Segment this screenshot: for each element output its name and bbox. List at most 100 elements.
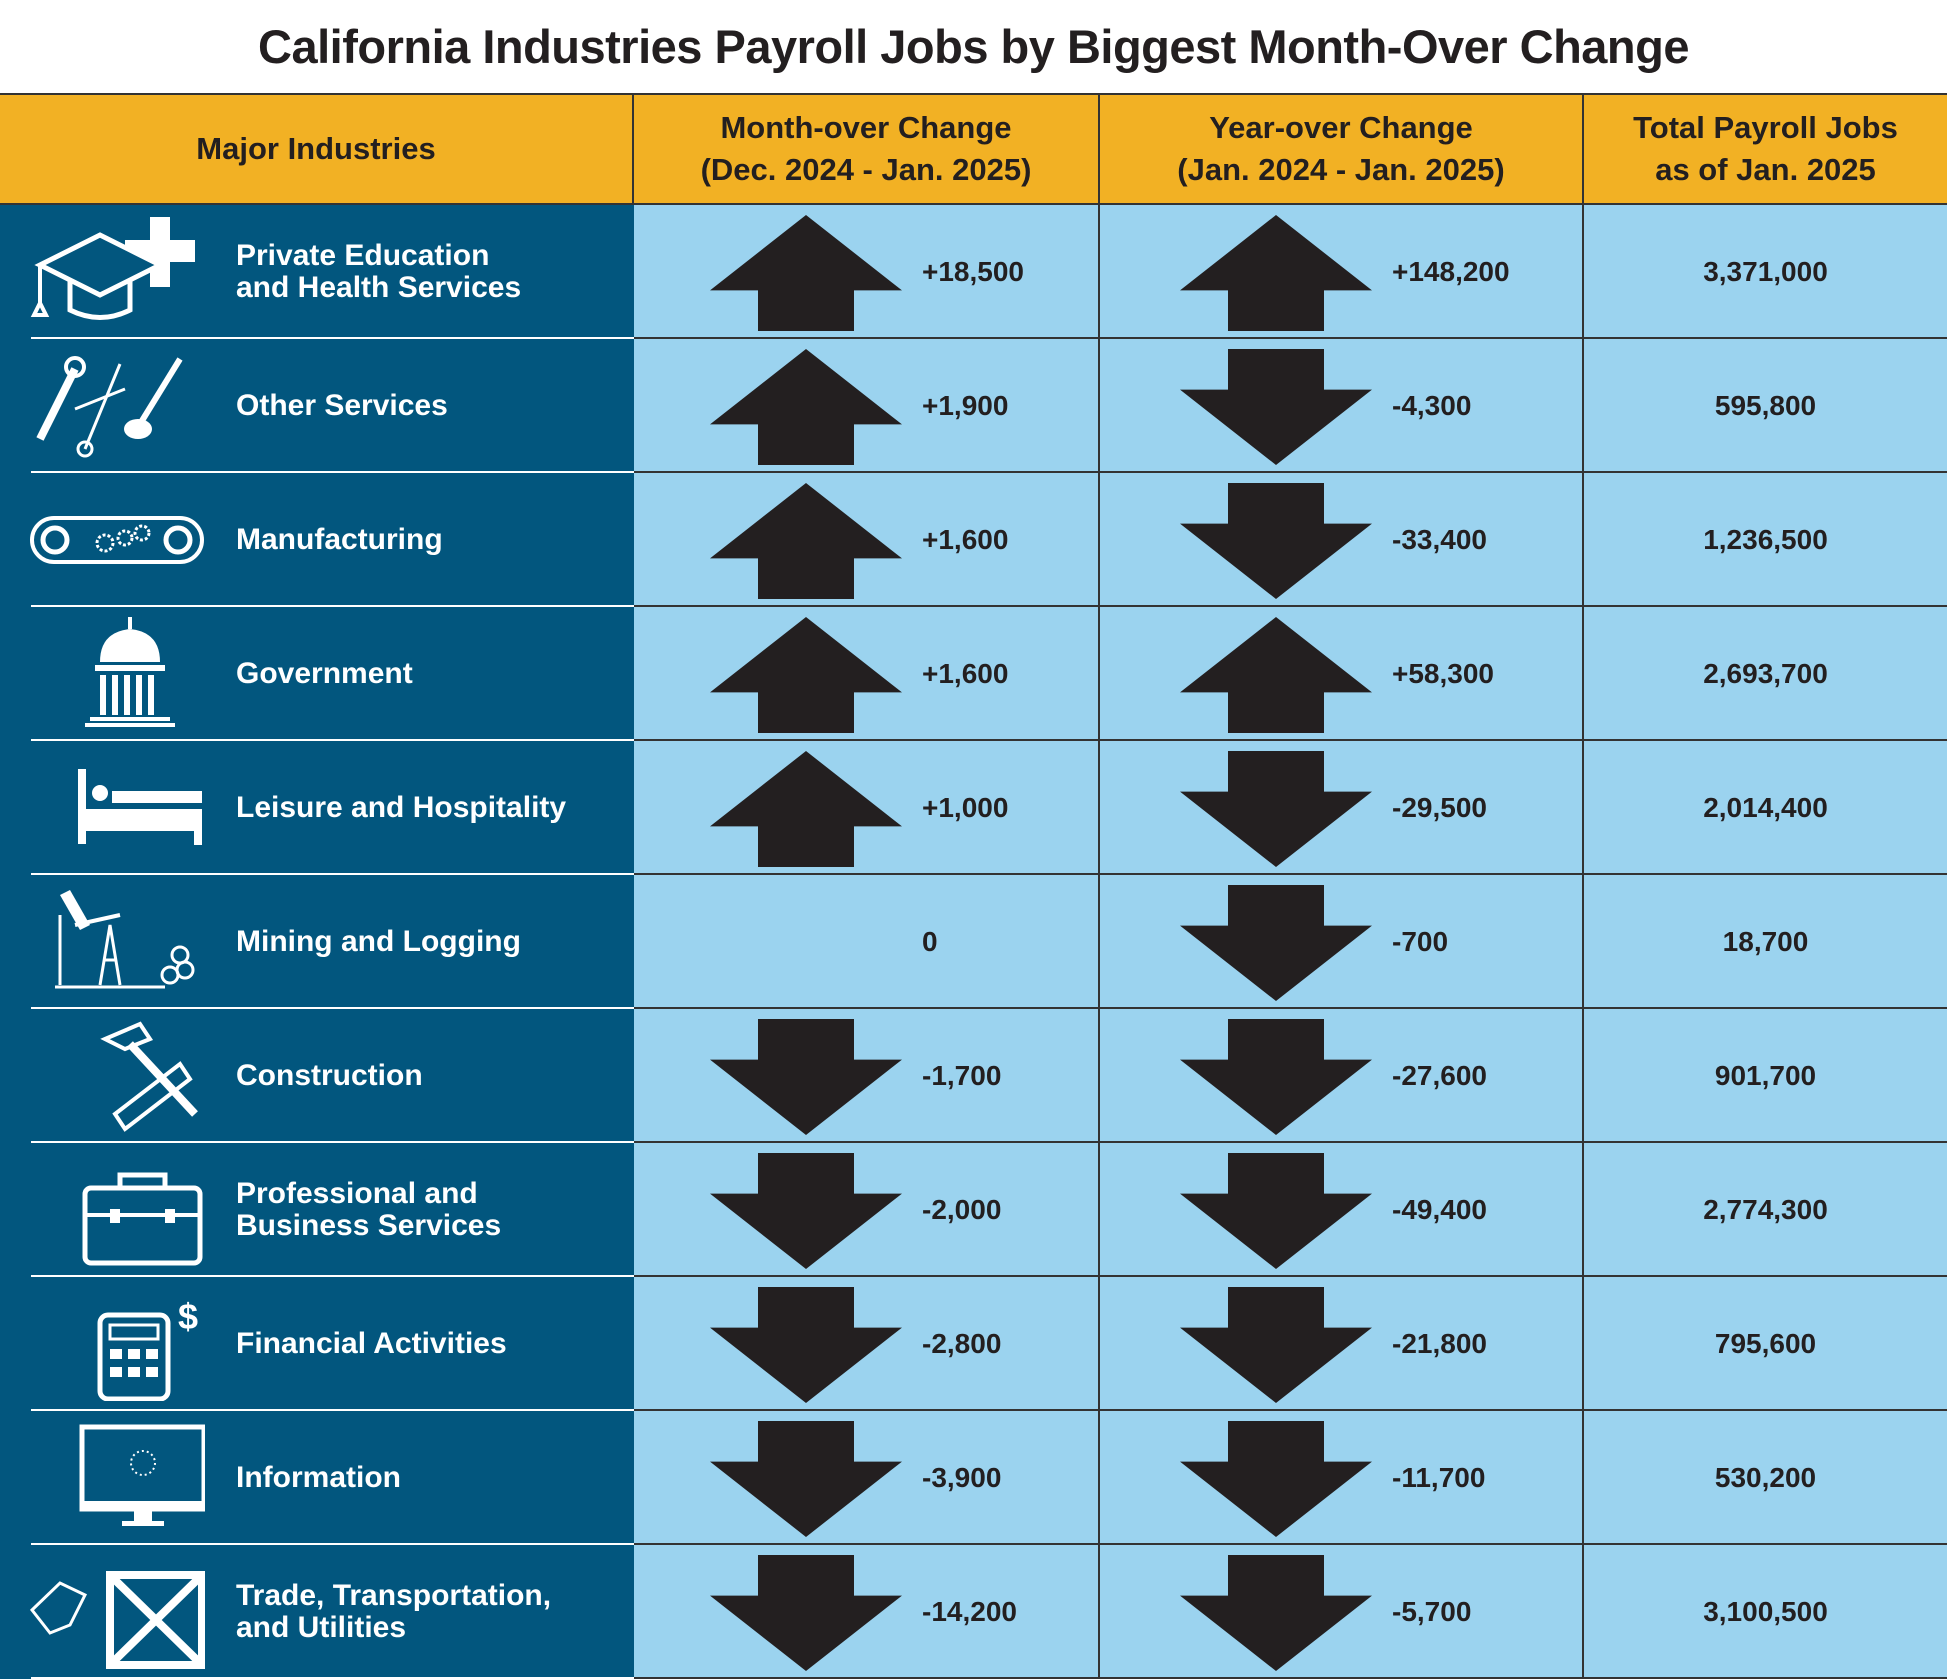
month-over-change-value: -2,000 — [922, 1194, 1002, 1225]
table-row: Private Education and Health Services +1… — [0, 205, 1947, 339]
total-payroll-jobs-value: 2,774,300 — [1703, 1194, 1828, 1225]
total-payroll-jobs-value: 2,693,700 — [1703, 658, 1828, 689]
industry-cell: $ Financial Activities — [0, 1277, 634, 1411]
month-over-change-value: +1,900 — [922, 390, 1009, 421]
year-over-change-value: -33,400 — [1392, 524, 1487, 555]
month-over-change-cell: -2,000 — [634, 1143, 1100, 1277]
row-divider — [31, 1275, 634, 1277]
year-over-change-value: -5,700 — [1392, 1596, 1472, 1627]
wrench-scissors-brush-icon — [36, 356, 183, 458]
month-over-change-value: -3,900 — [922, 1462, 1002, 1493]
year-over-change-value: -700 — [1392, 926, 1449, 957]
month-change-down-arrow-icon — [710, 1555, 902, 1671]
month-change-up-arrow-icon — [710, 483, 902, 599]
year-change-up-arrow-icon — [1180, 617, 1372, 733]
month-change-down-arrow-icon — [710, 1421, 902, 1537]
industry-cell: Manufacturing — [0, 473, 634, 607]
graduation-cap-medical-cross-icon — [30, 217, 195, 320]
toolbox-icon — [82, 1172, 203, 1266]
industry-cell: Information — [0, 1411, 634, 1545]
hammer-saw-icon — [100, 1021, 198, 1132]
table-row: Leisure and Hospitality +1,000 -29,500 2… — [0, 741, 1947, 875]
month-over-change-cell: -1,700 — [634, 1009, 1100, 1143]
oil-pump-logs-icon — [55, 890, 195, 989]
industry-name: Mining and Logging — [236, 925, 521, 958]
table-row: Government +1,600 +58,300 2,693,700 — [0, 607, 1947, 741]
svg-text:$: $ — [178, 1296, 198, 1337]
month-change-up-arrow-icon — [710, 751, 902, 867]
row-divider — [31, 873, 634, 875]
total-payroll-jobs-value: 901,700 — [1714, 1060, 1817, 1091]
table-row: $ Financial Activities -2,800 -21,800 79… — [0, 1277, 1947, 1411]
row-divider — [31, 1543, 634, 1545]
industry-cell: Government — [0, 607, 634, 741]
industry-name: Information — [236, 1461, 401, 1494]
table-row: Manufacturing +1,600 -33,400 1,236,500 — [0, 473, 1947, 607]
year-over-change-cell: -11,700 — [1100, 1411, 1584, 1545]
year-over-change-value: +148,200 — [1392, 256, 1510, 287]
year-over-change-cell: -33,400 — [1100, 473, 1584, 607]
month-over-change-cell: +1,600 — [634, 473, 1100, 607]
total-payroll-jobs-cell: 2,693,700 — [1584, 607, 1947, 741]
month-over-change-cell: +1,900 — [634, 339, 1100, 473]
row-divider — [31, 739, 634, 741]
year-over-change-cell: +148,200 — [1100, 205, 1584, 339]
month-over-change-value: 0 — [922, 926, 938, 957]
industry-name: Government — [236, 657, 413, 690]
year-change-down-arrow-icon — [1180, 349, 1372, 465]
month-change-up-arrow-icon — [710, 349, 902, 465]
monitor-icon — [79, 1424, 205, 1526]
total-payroll-jobs-value: 2,014,400 — [1703, 792, 1828, 823]
year-over-change-value: -49,400 — [1392, 1194, 1487, 1225]
month-over-change-value: +1,600 — [922, 658, 1009, 689]
row-divider — [31, 1141, 634, 1143]
month-change-down-arrow-icon — [710, 1287, 902, 1403]
table-row: Professional and Business Services -2,00… — [0, 1143, 1947, 1277]
year-change-down-arrow-icon — [1180, 1153, 1372, 1269]
table-row: Mining and Logging 0 -700 18,700 — [0, 875, 1947, 1009]
year-change-down-arrow-icon — [1180, 1287, 1372, 1403]
row-divider — [31, 1409, 634, 1411]
month-change-down-arrow-icon — [710, 1153, 902, 1269]
month-over-change-value: -1,700 — [922, 1060, 1002, 1091]
year-over-change-value: -11,700 — [1392, 1462, 1486, 1493]
row-divider — [31, 337, 634, 339]
year-change-down-arrow-icon — [1180, 483, 1372, 599]
industry-name: Other Services — [236, 389, 448, 422]
month-change-down-arrow-icon — [710, 1019, 902, 1135]
industry-name: Construction — [236, 1059, 423, 1092]
month-over-change-cell: -2,800 — [634, 1277, 1100, 1411]
month-change-up-arrow-icon — [710, 215, 902, 331]
header-major-industries: Major Industries — [0, 95, 634, 205]
industry-name: Manufacturing — [236, 523, 443, 556]
header-month-over-change: Month-over Change (Dec. 2024 - Jan. 2025… — [634, 95, 1100, 205]
total-payroll-jobs-cell: 3,371,000 — [1584, 205, 1947, 339]
month-over-change-value: -14,200 — [922, 1596, 1017, 1627]
total-payroll-jobs-cell: 530,200 — [1584, 1411, 1947, 1545]
month-over-change-cell: +1,600 — [634, 607, 1100, 741]
header-total-payroll-jobs: Total Payroll Jobs as of Jan. 2025 — [1584, 95, 1947, 205]
year-change-down-arrow-icon — [1180, 751, 1372, 867]
year-change-down-arrow-icon — [1180, 1555, 1372, 1671]
year-over-change-cell: -29,500 — [1100, 741, 1584, 875]
year-over-change-cell: +58,300 — [1100, 607, 1584, 741]
industry-name: Financial Activities — [236, 1327, 507, 1360]
table-row: Information -3,900 -11,700 530,200 — [0, 1411, 1947, 1545]
year-over-change-value: -29,500 — [1392, 792, 1487, 823]
header-year-over-change: Year-over Change (Jan. 2024 - Jan. 2025) — [1100, 95, 1584, 205]
year-over-change-value: -21,800 — [1392, 1328, 1487, 1359]
total-payroll-jobs-cell: 3,100,500 — [1584, 1545, 1947, 1679]
total-payroll-jobs-cell: 1,236,500 — [1584, 473, 1947, 607]
total-payroll-jobs-value: 530,200 — [1714, 1462, 1817, 1493]
conveyor-gears-icon — [30, 516, 204, 564]
payroll-table: Major Industries Month-over Change (Dec.… — [0, 93, 1947, 1679]
industry-name: Leisure and Hospitality — [236, 791, 567, 824]
year-over-change-cell: -700 — [1100, 875, 1584, 1009]
month-over-change-cell: 0 — [634, 875, 1100, 1009]
total-payroll-jobs-cell: 901,700 — [1584, 1009, 1947, 1143]
total-payroll-jobs-value: 1,236,500 — [1703, 524, 1828, 555]
year-over-change-value: -27,600 — [1392, 1060, 1487, 1091]
total-payroll-jobs-cell: 2,774,300 — [1584, 1143, 1947, 1277]
row-divider — [31, 1007, 634, 1009]
year-over-change-cell: -49,400 — [1100, 1143, 1584, 1277]
